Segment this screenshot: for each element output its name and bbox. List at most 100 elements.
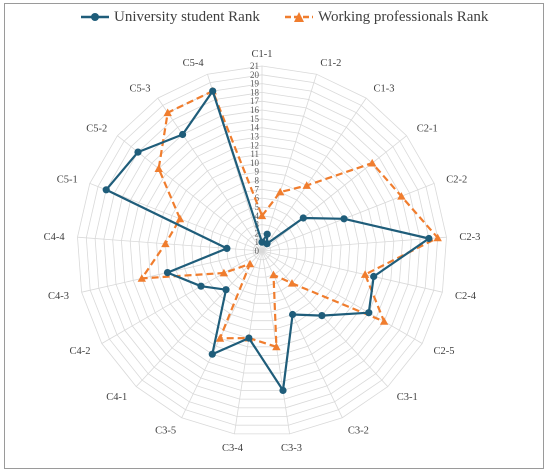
data-point-university	[245, 334, 253, 342]
category-label: C2-5	[434, 346, 455, 357]
category-label: C1-3	[374, 83, 395, 94]
data-point-university	[279, 386, 287, 394]
grid-ring	[235, 224, 289, 278]
category-labels: C1-1 C1-2 C1-3 C2-1 C2-2 C2-3 C2-4 C2-5 C3-1 C3-2…	[44, 49, 481, 454]
radial-tick-label: 1	[255, 237, 260, 247]
category-label: C4-4	[44, 232, 66, 243]
radial-tick-label: 8	[255, 176, 260, 186]
data-point-professionals	[269, 270, 278, 279]
chart-frame	[4, 3, 544, 469]
grid-spoke	[181, 250, 263, 418]
radar-grid	[77, 65, 447, 435]
radial-tick-label: 9	[255, 167, 260, 177]
grid-spoke	[261, 135, 407, 252]
radial-tick-label: 14	[250, 123, 260, 133]
grid-spoke	[157, 97, 263, 252]
data-point-professionals	[215, 334, 225, 342]
category-label: C5-4	[183, 58, 205, 69]
series-line-university	[105, 89, 430, 392]
category-label: C3-1	[397, 392, 418, 403]
data-point-professionals	[245, 259, 255, 268]
data-point-professionals	[379, 317, 389, 325]
data-point-university	[208, 350, 216, 358]
radial-tick-label: 4	[255, 211, 260, 221]
grid-spoke	[261, 250, 423, 344]
data-point-university	[222, 286, 230, 294]
radial-tick-label: 10	[250, 158, 260, 168]
grid-ring	[120, 109, 404, 391]
grid-spoke	[261, 97, 367, 252]
data-point-university	[209, 87, 217, 95]
legend-label-professionals: Working professionals Rank	[318, 8, 489, 25]
data-point-professionals	[137, 274, 146, 282]
data-point-university	[340, 215, 348, 223]
data-point-university	[134, 148, 142, 156]
category-label: C4-1	[106, 392, 127, 403]
grid-ring	[77, 65, 447, 435]
series-layer	[102, 86, 442, 394]
grid-ring	[226, 215, 298, 287]
data-point-university	[163, 269, 172, 277]
data-point-university	[263, 240, 271, 248]
data-point-university	[179, 130, 187, 139]
radial-tick-label: 12	[250, 140, 259, 150]
data-point-university	[197, 282, 205, 290]
data-point-university	[370, 272, 378, 281]
grid-ring	[129, 118, 395, 383]
grid-ring	[156, 144, 368, 356]
grid-ring	[191, 180, 333, 322]
legend-marker-professionals	[285, 12, 313, 22]
data-point-university	[365, 309, 373, 317]
data-point-professionals	[257, 211, 267, 220]
category-label: C5-1	[57, 175, 78, 186]
data-point-university	[289, 310, 297, 319]
grid-ring	[182, 171, 342, 330]
data-point-professionals	[360, 270, 370, 278]
radial-tick-label: 13	[250, 132, 260, 142]
series-line-professionals	[140, 89, 439, 348]
data-point-professionals	[272, 342, 281, 351]
grid-spoke	[101, 250, 263, 344]
grid-spoke	[77, 236, 263, 252]
grid-ring	[243, 232, 281, 269]
data-point-professionals	[161, 239, 170, 248]
radial-tick-label: 6	[255, 193, 260, 203]
data-point-professionals	[368, 158, 377, 167]
data-point-university	[425, 234, 433, 243]
category-label: C4-3	[48, 291, 69, 302]
category-label: C5-3	[130, 83, 151, 94]
radial-tick-label: 19	[250, 79, 260, 89]
data-point-university	[299, 214, 307, 222]
data-point-professionals	[163, 108, 172, 117]
grid-ring	[164, 153, 360, 348]
category-label: C3-4	[222, 443, 244, 454]
legend-item-professionals: Working professionals Rank	[284, 4, 488, 30]
grid-spoke	[117, 135, 263, 252]
grid-spoke	[135, 250, 263, 387]
radial-tick-label: 5	[255, 202, 260, 212]
category-label: C1-1	[252, 49, 273, 60]
grid-spoke	[261, 250, 443, 293]
grid-ring	[252, 241, 272, 261]
radial-tick-label: 0	[255, 246, 260, 256]
grid-spoke	[261, 236, 447, 252]
grid-spoke	[234, 250, 263, 434]
category-label: C2-1	[417, 124, 438, 135]
radial-tick-label: 17	[250, 96, 260, 106]
grid-ring	[85, 74, 439, 426]
grid-ring	[200, 188, 324, 313]
radial-tick-label: 18	[250, 87, 260, 97]
grid-ring	[173, 162, 351, 339]
category-label: C1-2	[320, 58, 341, 69]
grid-spoke	[261, 74, 317, 252]
data-point-professionals	[302, 181, 311, 189]
radial-tick-label: 16	[250, 105, 260, 115]
series-university	[102, 87, 433, 394]
data-point-professionals	[287, 279, 297, 287]
grid-ring	[217, 206, 307, 296]
radial-tick-label: 21	[250, 61, 259, 71]
category-label: C3-5	[155, 425, 176, 436]
data-point-university	[223, 244, 231, 252]
grid-spoke	[261, 183, 435, 252]
